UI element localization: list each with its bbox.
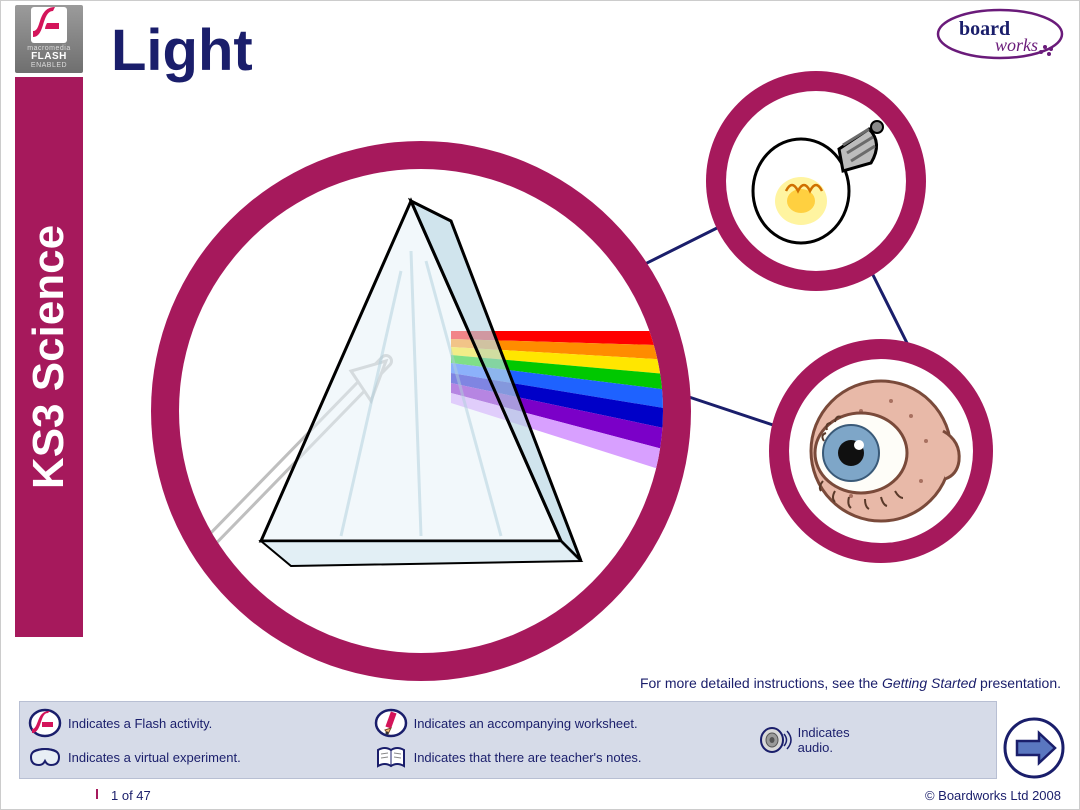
sidebar-label: KS3 Science xyxy=(24,225,74,489)
legend-item-flash: Indicates a Flash activity. xyxy=(28,708,374,738)
legend-label: Indicates that there are teacher's notes… xyxy=(414,750,642,765)
flash-badge-line3: ENABLED xyxy=(31,62,67,69)
book-icon xyxy=(374,742,408,772)
flash-badge-line2: FLASH xyxy=(31,52,67,62)
flash-activity-icon xyxy=(28,708,62,738)
main-diagram xyxy=(91,71,1071,681)
bulb-circle xyxy=(706,71,926,291)
legend-item-audio: Indicates audio. xyxy=(758,725,988,755)
legend-label: Indicates audio. xyxy=(798,725,878,755)
help-text: For more detailed instructions, see the … xyxy=(640,675,1061,691)
next-button[interactable] xyxy=(1003,717,1065,779)
boardworks-logo: board works xyxy=(935,7,1065,61)
flash-logo-icon xyxy=(29,5,69,45)
help-suffix: presentation. xyxy=(976,675,1061,691)
sidebar: KS3 Science xyxy=(15,77,83,637)
copyright: © Boardworks Ltd 2008 xyxy=(925,788,1061,803)
page-counter: 1 of 47 xyxy=(111,788,151,803)
help-italic: Getting Started xyxy=(882,675,976,691)
eye-circle xyxy=(769,339,993,563)
goggles-icon xyxy=(28,742,62,772)
svg-text:works: works xyxy=(995,35,1038,55)
legend-label: Indicates a virtual experiment. xyxy=(68,750,241,765)
flash-enabled-badge: macromedia FLASH ENABLED xyxy=(15,5,83,73)
legend-panel: Indicates a Flash activity. Indicates a … xyxy=(19,701,997,779)
help-prefix: For more detailed instructions, see the xyxy=(640,675,882,691)
legend-item-notes: Indicates that there are teacher's notes… xyxy=(374,742,758,772)
legend-item-goggles: Indicates a virtual experiment. xyxy=(28,742,374,772)
footer-tick xyxy=(96,789,98,799)
slide: macromedia FLASH ENABLED Light board wor… xyxy=(0,0,1080,810)
connector-line xyxy=(871,271,911,351)
prism-circle xyxy=(151,141,791,681)
legend-label: Indicates an accompanying worksheet. xyxy=(414,716,638,731)
legend-item-worksheet: Indicates an accompanying worksheet. xyxy=(374,708,758,738)
speaker-icon xyxy=(758,725,792,755)
pencil-icon xyxy=(374,708,408,738)
legend-label: Indicates a Flash activity. xyxy=(68,716,212,731)
